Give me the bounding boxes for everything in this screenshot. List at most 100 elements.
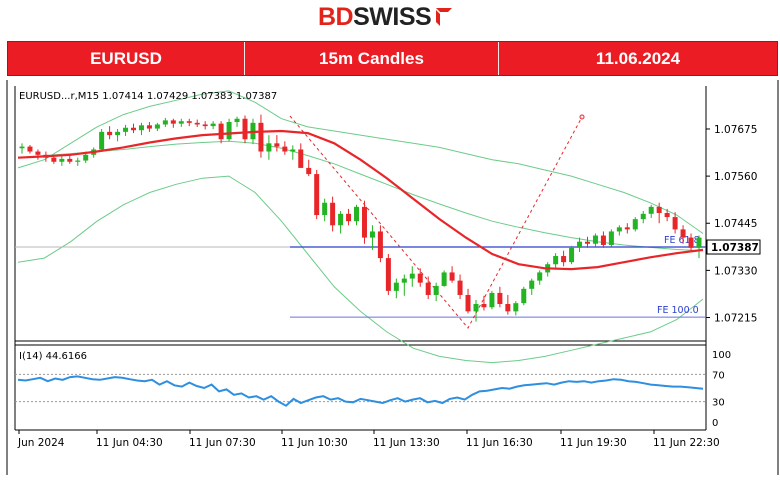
candle-body bbox=[457, 280, 463, 295]
candle-body bbox=[75, 160, 81, 162]
candle-body bbox=[433, 285, 439, 295]
brand-wordmark: BDSWISS bbox=[318, 3, 432, 32]
price-tick-label: 1.07445 bbox=[714, 218, 757, 230]
header-divider bbox=[498, 42, 499, 75]
time-tick-label: 11 Jun 16:30 bbox=[466, 437, 533, 449]
candle-body bbox=[19, 146, 25, 149]
candle-body bbox=[425, 282, 431, 295]
candle-body bbox=[123, 127, 129, 132]
candle-body bbox=[513, 303, 519, 312]
candle-body bbox=[354, 206, 360, 222]
candle-body bbox=[417, 273, 423, 283]
candle-body bbox=[537, 272, 543, 281]
candle-body bbox=[584, 241, 590, 244]
candle-body bbox=[35, 151, 41, 155]
bollinger-bands bbox=[17, 90, 704, 364]
candle-body bbox=[656, 206, 662, 213]
candle-body bbox=[377, 231, 383, 259]
candle-body bbox=[202, 124, 208, 127]
candle-body bbox=[648, 206, 654, 214]
candle-body bbox=[67, 158, 73, 162]
time-tick-label: 11 Jun 10:30 bbox=[281, 437, 348, 449]
candle-body bbox=[131, 127, 137, 131]
rsi-tick-label: 0 bbox=[712, 418, 718, 429]
price-tick-label: 1.07330 bbox=[714, 265, 757, 277]
candle-body bbox=[696, 237, 702, 248]
candle-body bbox=[529, 280, 535, 289]
bollinger-upper bbox=[17, 90, 704, 234]
candle-body bbox=[298, 149, 304, 168]
candle-body bbox=[186, 121, 192, 123]
time-axis: Jun 2024 11 Jun 04:30 11 Jun 07:30 11 Jun 1… bbox=[17, 430, 720, 449]
price-tick-label: 1.07215 bbox=[714, 313, 757, 325]
brand-bd: BD bbox=[318, 3, 354, 31]
candle-body bbox=[146, 125, 152, 129]
candle-body bbox=[314, 174, 320, 216]
price-tick-label: 1.07675 bbox=[714, 124, 757, 136]
candle-body bbox=[194, 122, 200, 125]
candle-body bbox=[210, 123, 216, 127]
candle-body bbox=[226, 122, 232, 140]
candle-body bbox=[688, 237, 694, 248]
brand-arrow-icon bbox=[436, 8, 452, 26]
time-tick-label: 11 Jun 07:30 bbox=[189, 437, 256, 449]
fib-anchor-line bbox=[289, 115, 583, 329]
candle-body bbox=[138, 125, 144, 131]
candle-body bbox=[218, 123, 224, 140]
candle-body bbox=[178, 121, 184, 124]
candle-body bbox=[59, 158, 65, 162]
candle-body bbox=[592, 235, 598, 244]
fib-label: FE 61.8 bbox=[664, 235, 700, 246]
candle-body bbox=[154, 124, 160, 129]
candle-body bbox=[107, 131, 113, 136]
candle-body bbox=[608, 231, 614, 245]
fib-anchor-point bbox=[579, 114, 585, 120]
candle-body bbox=[330, 202, 336, 226]
candle-body bbox=[553, 256, 559, 265]
candle-body bbox=[322, 202, 328, 216]
last-price-box bbox=[706, 239, 761, 255]
candle-body bbox=[282, 146, 288, 152]
candle-body bbox=[497, 292, 503, 304]
price-tick-label: 1.07560 bbox=[714, 171, 757, 183]
candle-body bbox=[505, 303, 511, 312]
candle-body bbox=[616, 227, 622, 232]
rsi-tick-label: 100 bbox=[712, 350, 731, 361]
bollinger-middle bbox=[17, 140, 704, 252]
price-axis: 1.07675 1.07560 1.07445 1.07330 1.07215 1.073… bbox=[706, 124, 761, 325]
candle-body bbox=[465, 294, 471, 312]
brand-logo: BDSWISS bbox=[0, 0, 780, 36]
candle-body bbox=[473, 303, 479, 312]
candle-body bbox=[115, 131, 121, 136]
bollinger-lower bbox=[17, 175, 704, 364]
candle-body bbox=[242, 118, 248, 140]
rsi-indicator: 100 70 30 0 bbox=[15, 350, 731, 429]
header-date: 11.06.2024 bbox=[595, 49, 681, 68]
candle-body bbox=[409, 273, 415, 279]
candle-body bbox=[51, 157, 57, 162]
candle-body bbox=[680, 229, 686, 238]
candle-body bbox=[99, 131, 105, 150]
chart-frame: FE 61.8 FE 100.0 1.07675 1.07560 1.07445 1.0… bbox=[0, 80, 780, 475]
candle-body bbox=[561, 256, 567, 263]
candle-body bbox=[632, 219, 638, 230]
fibonacci-expansion: FE 61.8 FE 100.0 bbox=[15, 114, 706, 329]
time-tick-label: Jun 2024 bbox=[17, 437, 65, 449]
candle-body bbox=[401, 278, 407, 283]
candle-body bbox=[385, 258, 391, 291]
time-tick-label: 11 Jun 04:30 bbox=[96, 437, 163, 449]
candle-body bbox=[489, 292, 495, 308]
candle-body bbox=[600, 235, 606, 245]
candle-body bbox=[449, 272, 455, 281]
candle-body bbox=[664, 213, 670, 218]
time-tick-label: 11 Jun 13:30 bbox=[373, 437, 440, 449]
fib-label: FE 100.0 bbox=[657, 305, 699, 316]
brand-swiss: SWISS bbox=[353, 3, 432, 31]
candle-body bbox=[481, 303, 487, 308]
candle-body bbox=[27, 146, 33, 152]
price-chart[interactable]: FE 61.8 FE 100.0 1.07675 1.07560 1.07445 1.0… bbox=[0, 80, 780, 475]
candle-body bbox=[170, 120, 176, 124]
candle-body bbox=[624, 227, 630, 230]
candle-body bbox=[274, 143, 280, 147]
candle-body bbox=[569, 247, 575, 263]
